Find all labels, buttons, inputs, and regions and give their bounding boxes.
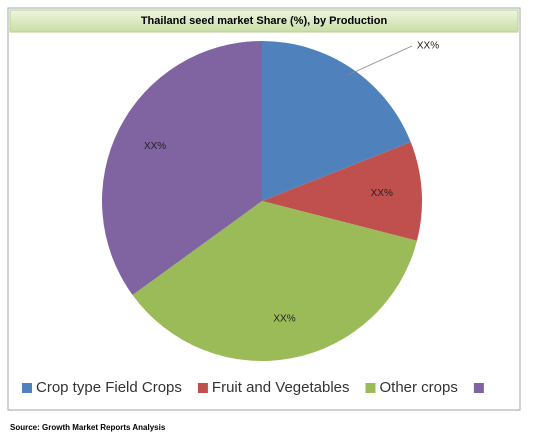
- data-label: XX%: [144, 141, 166, 152]
- source-note: Source: Growth Market Reports Analysis: [10, 423, 166, 432]
- pie-slice: [132, 201, 417, 361]
- legend-swatch: [197, 383, 208, 393]
- pie-slice: [102, 41, 262, 296]
- pie-slice: [262, 142, 422, 241]
- legend-swatch: [365, 383, 376, 393]
- data-label: XX%: [371, 188, 393, 199]
- title-bar: [9, 9, 519, 33]
- legend-label: Other crops: [380, 379, 458, 396]
- legend-label: Crop type Field Crops: [36, 379, 182, 396]
- legend-swatch: [22, 383, 32, 393]
- data-label: XX%: [273, 314, 295, 325]
- chart-title: Thailand seed market Share (%), by Produ…: [141, 15, 388, 27]
- data-label: XX%: [417, 41, 439, 52]
- leader-line: [347, 45, 413, 76]
- pie-slice: [262, 41, 411, 201]
- legend-swatch: [473, 383, 484, 393]
- legend-label: Fruit and Vegetables: [212, 379, 350, 396]
